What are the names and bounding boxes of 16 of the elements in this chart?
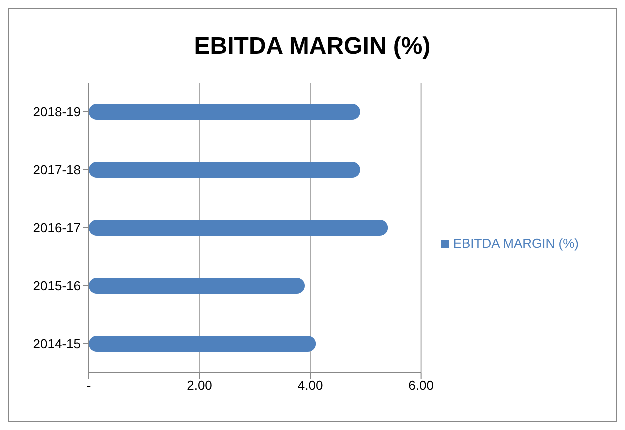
- x-tick-label: 2.00: [187, 378, 212, 394]
- y-tick-label: 2017-18: [33, 162, 81, 178]
- bar: [89, 336, 316, 352]
- chart-title: EBITDA MARGIN (%): [193, 33, 432, 62]
- bar: [89, 162, 360, 178]
- y-tick-label: 2014-15: [33, 336, 81, 352]
- y-tick-label: 2015-16: [33, 278, 81, 294]
- x-tick-label: 6.00: [408, 378, 434, 394]
- y-tick-label: 2016-17: [33, 220, 81, 236]
- bar: [89, 278, 306, 294]
- x-tick-label: 4.00: [298, 378, 324, 394]
- bar: [89, 220, 388, 236]
- legend-label: EBITDA MARGIN (%): [453, 236, 579, 250]
- x-tick-label: -: [86, 378, 92, 394]
- bar: [89, 104, 360, 120]
- y-tick-label: 2018-19: [33, 104, 81, 120]
